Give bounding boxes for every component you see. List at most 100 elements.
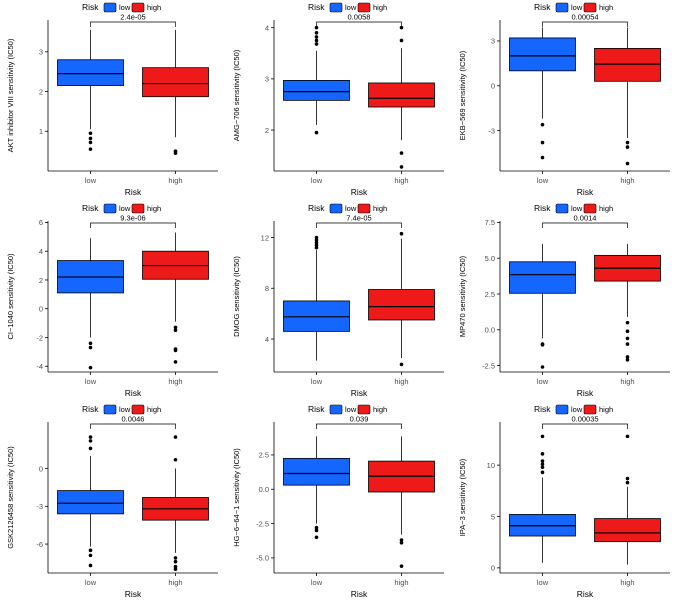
box-plot-panel-6: Risk low high -2.5 0.0 2.5 5.0 7.5 low high Risk MP… xyxy=(458,203,670,398)
p-value-label: 0.039 xyxy=(350,415,369,424)
outlier-point xyxy=(540,434,545,439)
outlier-point xyxy=(314,130,319,135)
outlier-point xyxy=(314,243,319,247)
legend-label-low: low xyxy=(119,204,131,213)
x-tick-label-low: low xyxy=(311,377,323,386)
significance-bracket xyxy=(542,21,628,27)
legend-title: Risk xyxy=(308,203,325,213)
y-tick-label: 5 xyxy=(491,512,495,521)
y-tick-label: 5.0 xyxy=(485,254,495,263)
y-tick-label: 4 xyxy=(265,335,269,344)
legend: Risk low high xyxy=(308,2,387,13)
box-high xyxy=(142,29,209,155)
p-value-label: 0.00035 xyxy=(571,415,598,424)
legend-swatch-low xyxy=(329,203,343,214)
y-tick-label: 12 xyxy=(261,233,269,242)
outlier-point xyxy=(88,341,93,346)
legend: Risk low high xyxy=(82,2,161,13)
legend-label-low: low xyxy=(119,405,131,414)
legend-swatch-low xyxy=(103,2,117,13)
x-tick-label-high: high xyxy=(394,176,408,185)
box-plot-panel-4: Risk low high -4 -2 0 2 4 6 low high Risk CI−1040 se… xyxy=(6,203,218,398)
outlier-point xyxy=(540,452,545,456)
x-axis-title: Risk xyxy=(351,388,368,398)
legend-title: Risk xyxy=(534,2,551,12)
y-tick-label: 4 xyxy=(39,247,43,256)
outlier-point xyxy=(625,329,630,334)
x-tick-label-high: high xyxy=(620,377,634,386)
outlier-point xyxy=(314,245,319,250)
legend-label-high: high xyxy=(599,405,613,414)
y-tick-label: 10 xyxy=(487,461,495,470)
outlier-point xyxy=(625,145,630,149)
outlier-point xyxy=(173,328,178,333)
outlier-point xyxy=(173,348,178,353)
outlier-point xyxy=(540,465,545,469)
legend-swatch-low xyxy=(555,404,569,415)
legend-swatch-high xyxy=(131,404,145,415)
legend-swatch-low xyxy=(103,203,117,214)
outlier-point xyxy=(173,457,178,462)
box-body xyxy=(594,48,661,82)
legend-title: Risk xyxy=(82,2,99,12)
outlier-point xyxy=(173,325,178,330)
box-body xyxy=(368,289,435,321)
box-body xyxy=(594,518,661,543)
box-body xyxy=(283,300,350,332)
outlier-point xyxy=(173,564,178,569)
legend-label-high: high xyxy=(599,3,613,12)
box-low xyxy=(57,29,124,151)
x-axis-title: Risk xyxy=(351,589,368,599)
y-tick-label: 3 xyxy=(265,75,269,84)
x-tick-label-low: low xyxy=(537,176,549,185)
y-tick-label: 0 xyxy=(39,464,43,473)
box-plot-panel-2: Risk low high 2 3 4 low high Risk AMG−706 sensiti… xyxy=(232,2,444,197)
outlier-point xyxy=(625,140,630,145)
outlier-point xyxy=(540,155,545,160)
p-value-label: 7.4e-05 xyxy=(346,214,371,223)
legend-swatch-high xyxy=(583,404,597,415)
box-body xyxy=(368,82,435,108)
box-high xyxy=(594,27,661,166)
legend: Risk low high xyxy=(308,203,387,214)
outlier-point xyxy=(399,25,404,30)
box-high xyxy=(594,243,661,362)
p-value-label: 0.00054 xyxy=(571,13,598,22)
box-plot-panel-5: Risk low high 4 8 12 low high Risk DMOG sensitivi… xyxy=(232,203,444,398)
y-axis-title: AMG−706 sensitivity (IC50) xyxy=(232,49,241,141)
x-tick-label-low: low xyxy=(537,377,549,386)
box-body xyxy=(283,457,350,486)
outlier-point xyxy=(88,548,93,553)
y-tick-label: -2.5 xyxy=(482,361,495,370)
box-plot-panel-9: Risk low high 0 5 10 low high Risk IPA−3 sensitiv… xyxy=(458,404,670,599)
y-tick-label: -3 xyxy=(36,502,43,511)
y-tick-label: 0 xyxy=(491,82,495,91)
outlier-point xyxy=(540,343,545,347)
outlier-point xyxy=(173,151,178,155)
legend-title: Risk xyxy=(534,404,551,414)
outlier-point xyxy=(173,360,178,364)
x-tick-label-high: high xyxy=(168,578,182,587)
box-plot-panel-1: Risk low high 1 2 3 low high Risk AKT inhibitor V… xyxy=(6,2,218,197)
y-axis-title: GSK2126458 sensitivity (IC50) xyxy=(6,446,15,549)
outlier-point xyxy=(540,459,545,463)
legend-label-low: low xyxy=(571,204,583,213)
p-value-label: 9.3e-06 xyxy=(120,214,145,223)
outlier-point xyxy=(173,556,178,560)
outlier-point xyxy=(314,525,319,530)
outlier-point xyxy=(399,362,404,367)
legend-swatch-high xyxy=(583,2,597,13)
legend-label-high: high xyxy=(373,3,387,12)
legend-swatch-low xyxy=(555,2,569,13)
x-tick-label-low: low xyxy=(85,377,97,386)
legend-label-high: high xyxy=(147,405,161,414)
outlier-point xyxy=(314,238,319,242)
significance-bracket xyxy=(90,21,176,27)
y-tick-label: 6 xyxy=(39,218,43,227)
y-tick-label: 4 xyxy=(265,23,269,32)
y-tick-label: -2 xyxy=(36,333,43,342)
outlier-point xyxy=(314,25,319,30)
outlier-point xyxy=(399,231,404,236)
outlier-point xyxy=(88,563,93,568)
outlier-point xyxy=(88,140,93,145)
